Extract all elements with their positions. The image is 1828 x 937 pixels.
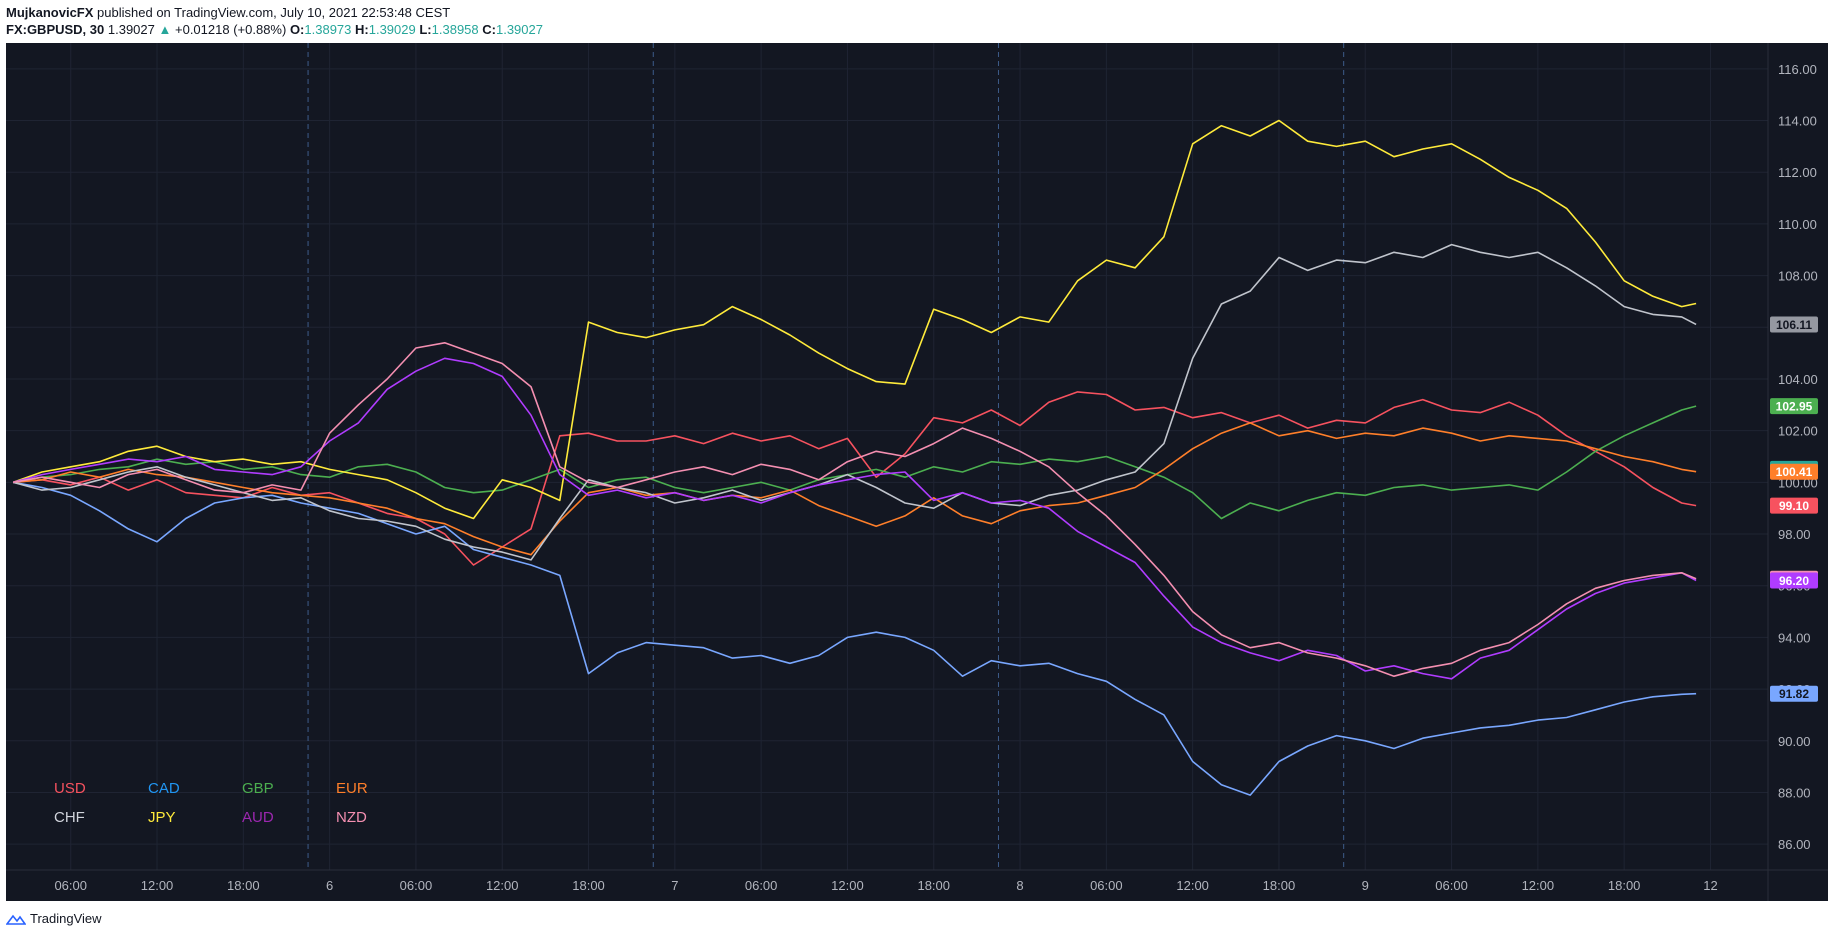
y-tick-label: 108.00 bbox=[1778, 269, 1818, 284]
series-line-cad bbox=[13, 481, 1697, 796]
open-value: 1.38973 bbox=[304, 22, 352, 37]
series-line-nzd bbox=[13, 341, 1697, 678]
price-change: +0.01218 (+0.88%) bbox=[175, 22, 287, 37]
y-tick-label: 94.00 bbox=[1778, 630, 1811, 645]
line-chart[interactable]: 86.0088.0090.0092.0094.0096.0098.00100.0… bbox=[6, 43, 1828, 901]
series-line-usd bbox=[13, 391, 1697, 566]
y-tick-label: 112.00 bbox=[1778, 165, 1817, 180]
price-label-text: 99.10 bbox=[1779, 499, 1809, 513]
x-tick-label: 18:00 bbox=[572, 878, 605, 893]
series-line-chf bbox=[12, 243, 1697, 561]
legend-item-jpy: JPY bbox=[148, 809, 176, 826]
x-tick-label: 06:00 bbox=[54, 878, 87, 893]
x-tick-label: 06:00 bbox=[1090, 878, 1123, 893]
price-label-bg bbox=[1770, 463, 1818, 480]
price-label-bg bbox=[1770, 572, 1818, 589]
brand-label: TradingView bbox=[30, 911, 102, 926]
close-label: C: bbox=[482, 22, 496, 37]
x-tick-label: 18:00 bbox=[227, 878, 260, 893]
x-tick-label: 12 bbox=[1703, 878, 1717, 893]
x-tick-label: 06:00 bbox=[1435, 878, 1468, 893]
low-label: L: bbox=[419, 22, 432, 37]
y-tick-label: 98.00 bbox=[1778, 527, 1811, 542]
series-line-gbp bbox=[13, 405, 1697, 520]
y-tick-label: 114.00 bbox=[1778, 114, 1817, 129]
y-tick-label: 102.00 bbox=[1778, 424, 1818, 439]
legend-item-aud: AUD bbox=[242, 809, 274, 826]
x-tick-label: 12:00 bbox=[831, 878, 864, 893]
high-value: 1.39029 bbox=[368, 22, 416, 37]
x-tick-label: 7 bbox=[671, 878, 678, 893]
x-tick-label: 9 bbox=[1362, 878, 1369, 893]
x-tick-label: 18:00 bbox=[1263, 878, 1296, 893]
publish-info: published on TradingView.com, July 10, 2… bbox=[97, 5, 451, 20]
close-value: 1.39027 bbox=[495, 22, 543, 37]
low-value: 1.38958 bbox=[431, 22, 479, 37]
tradingview-logo-icon bbox=[6, 914, 26, 925]
y-tick-label: 116.00 bbox=[1778, 62, 1817, 77]
x-tick-label: 06:00 bbox=[745, 878, 778, 893]
x-tick-label: 18:00 bbox=[1608, 878, 1641, 893]
price-label-bg bbox=[1770, 685, 1818, 702]
price-label: 99.10 bbox=[1770, 497, 1818, 514]
price-label: 102.95 bbox=[1770, 398, 1818, 415]
price-label-text: 106.11 bbox=[1776, 318, 1812, 332]
y-tick-label: 90.00 bbox=[1778, 734, 1811, 749]
price-label: 91.82 bbox=[1770, 685, 1818, 702]
series-line-eur bbox=[13, 422, 1697, 556]
x-tick-label: 6 bbox=[326, 878, 333, 893]
y-tick-label: 104.00 bbox=[1778, 372, 1818, 387]
legend-item-nzd: NZD bbox=[336, 809, 367, 826]
price-label-bg bbox=[1770, 497, 1818, 514]
price-label-text: 91.82 bbox=[1779, 687, 1809, 701]
high-label: H: bbox=[355, 22, 369, 37]
price-label: 106.11 bbox=[1770, 316, 1818, 333]
price-label: 100.41 bbox=[1770, 463, 1818, 480]
y-tick-label: 110.00 bbox=[1778, 217, 1817, 232]
x-tick-label: 12:00 bbox=[1176, 878, 1209, 893]
chart-header: MujkanovicFX published on TradingView.co… bbox=[6, 4, 543, 38]
price-label-bg bbox=[1770, 398, 1818, 415]
x-tick-label: 8 bbox=[1016, 878, 1023, 893]
legend-item-eur: EUR bbox=[336, 780, 368, 797]
legend-item-cad: CAD bbox=[148, 780, 180, 797]
symbol-label[interactable]: FX:GBPUSD, 30 bbox=[6, 22, 105, 37]
price-label-bg bbox=[1770, 316, 1818, 333]
chart-container[interactable]: 86.0088.0090.0092.0094.0096.0098.00100.0… bbox=[6, 43, 1828, 901]
ohlc-line: FX:GBPUSD, 30 1.39027 ▲ +0.01218 (+0.88%… bbox=[6, 21, 543, 38]
legend-item-gbp: GBP bbox=[242, 780, 274, 797]
up-arrow-icon: ▲ bbox=[158, 22, 172, 37]
y-tick-label: 86.00 bbox=[1778, 837, 1811, 852]
legend-item-chf: CHF bbox=[54, 809, 85, 826]
legend-item-usd: USD bbox=[54, 780, 86, 797]
x-tick-label: 12:00 bbox=[141, 878, 174, 893]
x-tick-label: 12:00 bbox=[486, 878, 519, 893]
footer-brand[interactable]: TradingView bbox=[6, 911, 102, 926]
x-tick-label: 12:00 bbox=[1522, 878, 1555, 893]
series-line-jpy bbox=[12, 119, 1697, 520]
series-line-aud bbox=[12, 357, 1697, 680]
price-label-text: 96.20 bbox=[1779, 574, 1809, 588]
price-label-text: 100.41 bbox=[1776, 465, 1813, 479]
price-label: 96.20 bbox=[1770, 572, 1818, 589]
x-tick-label: 06:00 bbox=[400, 878, 433, 893]
publish-line: MujkanovicFX published on TradingView.co… bbox=[6, 4, 543, 21]
y-tick-label: 88.00 bbox=[1778, 785, 1811, 800]
last-price: 1.39027 bbox=[107, 22, 155, 37]
author-name[interactable]: MujkanovicFX bbox=[6, 5, 94, 20]
x-tick-label: 18:00 bbox=[917, 878, 950, 893]
price-label-text: 102.95 bbox=[1776, 400, 1813, 414]
open-label: O: bbox=[289, 22, 305, 37]
